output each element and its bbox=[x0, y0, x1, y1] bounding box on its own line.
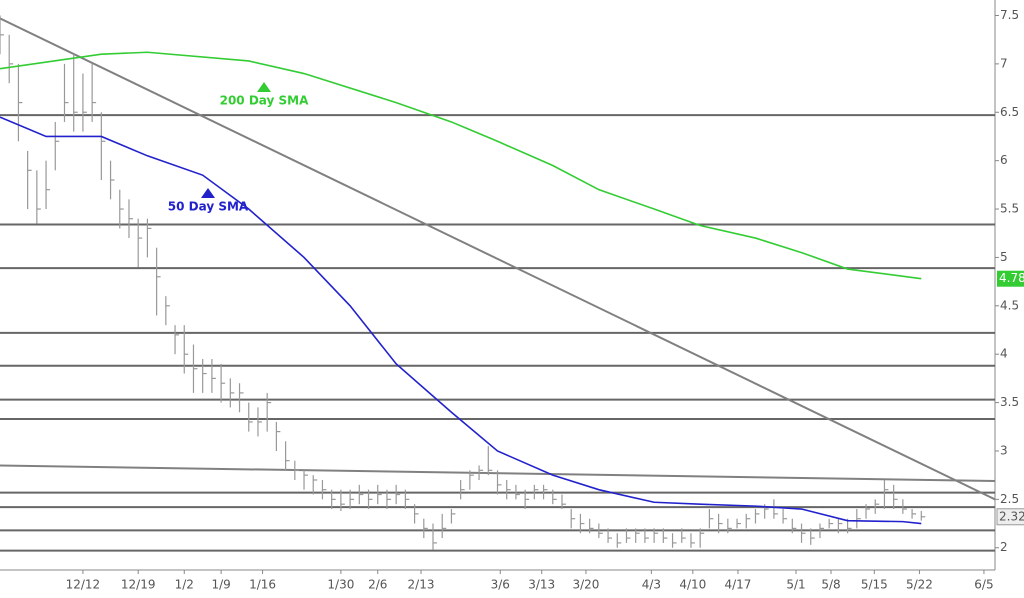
sma-line bbox=[0, 51, 922, 280]
x-tick-label: 12/19 bbox=[121, 578, 156, 592]
y-tick-label: 6 bbox=[1000, 153, 1008, 167]
y-tick-label: 5.5 bbox=[1000, 202, 1019, 216]
x-tick-label: 4/10 bbox=[679, 578, 706, 592]
y-tick-label: 7 bbox=[1000, 56, 1008, 70]
annotation: 200 Day SMA bbox=[220, 94, 310, 108]
x-tick-label: 3/6 bbox=[491, 578, 510, 592]
x-tick-label: 2/13 bbox=[408, 578, 435, 592]
last-value-box bbox=[997, 270, 1024, 287]
last-value: 4.78 bbox=[999, 271, 1024, 285]
sma-line bbox=[0, 116, 922, 525]
x-tick-label: 1/2 bbox=[175, 578, 194, 592]
y-tick-label: 4 bbox=[1000, 347, 1008, 361]
x-tick-label: 3/13 bbox=[528, 578, 555, 592]
annotation-arrow bbox=[257, 82, 271, 92]
last-close-box bbox=[996, 508, 1024, 526]
x-tick-label: 5/8 bbox=[821, 578, 840, 592]
y-tick-label: 5 bbox=[1000, 250, 1008, 264]
y-tick-label: 3 bbox=[1000, 443, 1008, 457]
x-tick-label: 3/20 bbox=[572, 578, 599, 592]
x-tick-label: 1/9 bbox=[211, 578, 230, 592]
x-tick-label: 1/30 bbox=[327, 578, 354, 592]
x-tick-label: 2/6 bbox=[368, 578, 387, 592]
y-tick-label: 3.5 bbox=[1000, 395, 1019, 409]
x-tick-label: 6/5 bbox=[974, 578, 993, 592]
x-tick-label: 12/12 bbox=[66, 578, 101, 592]
annotation-arrow bbox=[201, 188, 215, 198]
last-close: 2.32 bbox=[999, 509, 1024, 523]
y-tick-label: 4.5 bbox=[1000, 298, 1019, 312]
y-tick-label: 7.5 bbox=[1000, 8, 1019, 22]
x-tick-label: 4/17 bbox=[724, 578, 751, 592]
y-tick-label: 2 bbox=[1000, 540, 1008, 554]
x-tick-label: 1/16 bbox=[249, 578, 276, 592]
x-tick-label: 5/1 bbox=[786, 578, 805, 592]
y-tick-label: 6.5 bbox=[1000, 105, 1019, 119]
x-tick-label: 5/15 bbox=[861, 578, 888, 592]
x-tick-label: 5/22 bbox=[906, 578, 933, 592]
annotation: 50 Day SMA bbox=[168, 200, 249, 214]
y-tick-label: 2.5 bbox=[1000, 492, 1019, 506]
trend-line bbox=[0, 17, 996, 501]
x-tick-label: 4/3 bbox=[642, 578, 661, 592]
